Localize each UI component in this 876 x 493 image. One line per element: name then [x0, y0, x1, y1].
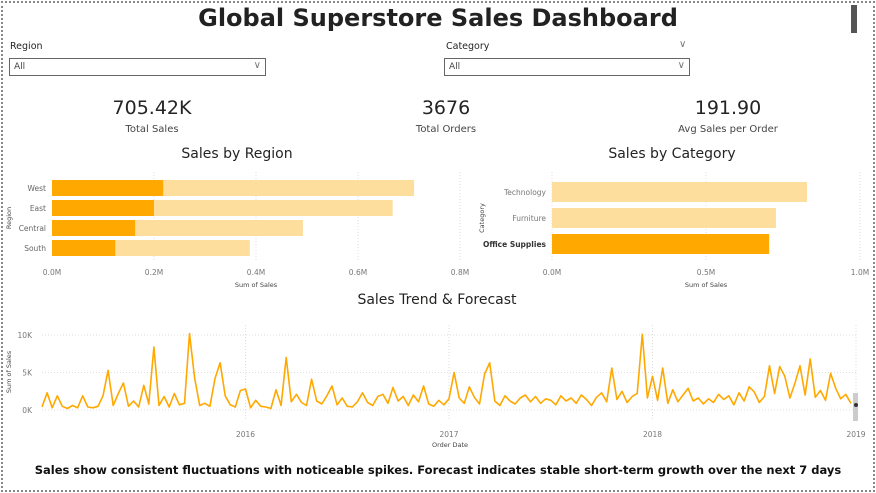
- trend-chart-title: Sales Trend & Forecast: [357, 292, 517, 308]
- y-tick-label: 10K: [18, 331, 34, 340]
- bar-office-supplies: [552, 234, 770, 254]
- sales-trend-line: [41, 332, 852, 410]
- region-chart-title: Sales by Region: [181, 146, 293, 162]
- bar-highlight-central: [52, 220, 136, 236]
- vertical-scrollbar[interactable]: [851, 5, 857, 33]
- kpi-avg-sales-label: Avg Sales per Order: [678, 124, 778, 135]
- x-tick-label: 0.8M: [451, 268, 469, 277]
- chevron-down-icon: ∨: [253, 60, 261, 71]
- x-tick-label: 2018: [643, 430, 662, 439]
- region-bar-chart[interactable]: 0.0M 0.2M 0.4M 0.6M 0.8M West East Central South…: [5, 172, 469, 289]
- y-tick-label: Office Supplies: [483, 240, 547, 249]
- y-axis-title: Category: [478, 203, 486, 233]
- region-slicer-dropdown[interactable]: All ∨: [9, 58, 266, 76]
- x-axis-title: Order Date: [432, 441, 468, 449]
- kpi-total-sales-value: 705.42K: [112, 97, 192, 119]
- category-slicer-value: All: [449, 62, 461, 72]
- x-tick-label: 1.0M: [851, 268, 869, 277]
- forecast-point: [854, 403, 858, 407]
- category-slicer-dropdown[interactable]: All ∨: [444, 58, 690, 76]
- y-tick-label: East: [30, 204, 46, 213]
- kpi-total-sales-label: Total Sales: [125, 124, 179, 135]
- trend-line-chart[interactable]: 0K 5K 10K 2016 2017 2018 2019 Order Date Sum of …: [5, 325, 866, 449]
- insight-footer-text: Sales show consistent fluctuations with …: [34, 463, 842, 477]
- x-tick-label: 2017: [439, 430, 458, 439]
- y-tick-label: South: [24, 244, 46, 253]
- y-axis-title: Sum of Sales: [5, 350, 13, 393]
- x-tick-label: 0.0M: [43, 268, 61, 277]
- category-slicer-label: Category: [446, 41, 490, 52]
- bar-furniture: [552, 208, 776, 228]
- category-bar-chart[interactable]: 0.0M 0.5M 1.0M Technology Furniture Office Su…: [478, 172, 869, 289]
- bar-highlight-east: [52, 200, 154, 216]
- chevron-down-icon[interactable]: ∨: [679, 39, 687, 50]
- region-slicer-label: Region: [10, 41, 43, 52]
- bar-technology: [552, 182, 808, 202]
- x-tick-label: 2019: [846, 430, 865, 439]
- x-axis-title: Sum of Sales: [235, 281, 278, 289]
- x-tick-label: 0.4M: [247, 268, 265, 277]
- y-tick-label: 5K: [22, 369, 33, 378]
- x-tick-label: 0.0M: [543, 268, 561, 277]
- kpi-avg-sales-value: 191.90: [694, 97, 762, 119]
- x-tick-label: 0.6M: [349, 268, 367, 277]
- kpi-total-orders-label: Total Orders: [415, 124, 477, 135]
- x-tick-label: 0.2M: [145, 268, 163, 277]
- y-tick-label: Central: [19, 224, 46, 233]
- x-tick-label: 0.5M: [697, 268, 715, 277]
- y-tick-label: 0K: [22, 406, 33, 415]
- chevron-down-icon: ∨: [677, 60, 685, 71]
- x-tick-label: 2016: [236, 430, 255, 439]
- y-tick-label: Technology: [503, 188, 547, 197]
- kpi-total-orders-value: 3676: [421, 97, 471, 119]
- y-tick-label: West: [28, 184, 46, 193]
- region-slicer-value: All: [14, 62, 26, 72]
- bar-highlight-west: [52, 180, 164, 196]
- category-chart-title: Sales by Category: [608, 146, 736, 162]
- dashboard-title: Global Superstore Sales Dashboard: [198, 4, 678, 32]
- y-tick-label: Furniture: [512, 214, 546, 223]
- bar-highlight-south: [52, 240, 116, 256]
- forecast-range-band: [853, 393, 858, 421]
- y-axis-title: Region: [5, 207, 13, 229]
- x-axis-title: Sum of Sales: [685, 281, 728, 289]
